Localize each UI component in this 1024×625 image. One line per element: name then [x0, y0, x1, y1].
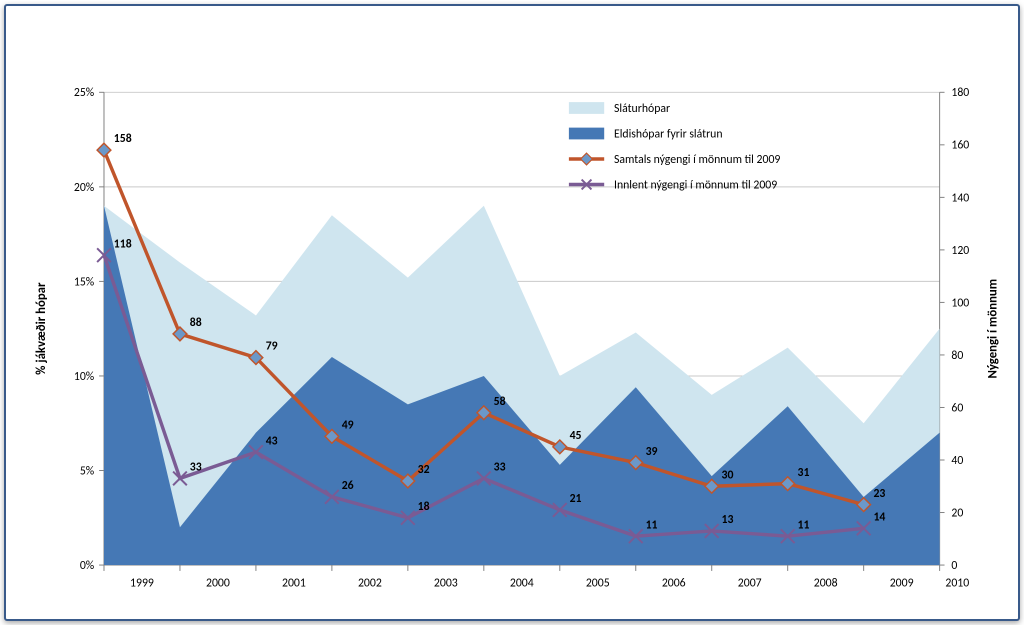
data-label: 18: [418, 500, 430, 514]
data-label: 30: [722, 468, 734, 482]
data-label: 21: [570, 492, 582, 506]
svg-text:180: 180: [951, 86, 969, 100]
svg-text:40: 40: [951, 454, 963, 468]
data-label: 118: [114, 237, 132, 251]
legend-label: Samtals nýgengi í mönnum til 2009: [614, 153, 780, 167]
svg-text:80: 80: [951, 349, 963, 363]
chart-card: 0% 5% 10% 15% 20% 25% 0 20 40 60 80 100 120 140 160 180…: [0, 0, 1024, 625]
y-right-label: Nýgengi í mönnum: [986, 279, 1001, 379]
svg-text:2007: 2007: [738, 577, 762, 591]
svg-text:2009: 2009: [890, 577, 914, 591]
svg-text:0%: 0%: [80, 559, 95, 573]
svg-text:2003: 2003: [434, 577, 458, 591]
data-label: 39: [646, 445, 658, 459]
svg-text:1999: 1999: [130, 577, 154, 591]
data-label: 32: [418, 463, 430, 477]
data-label: 58: [494, 395, 506, 409]
data-label: 31: [798, 466, 810, 480]
legend-label: Innlent nýgengi í mönnum til 2009: [614, 178, 777, 192]
svg-text:100: 100: [951, 296, 969, 310]
legend-swatch: [569, 128, 604, 140]
svg-text:160: 160: [951, 139, 969, 153]
data-label: 43: [266, 434, 278, 448]
svg-text:10%: 10%: [74, 370, 95, 384]
legend-swatch: [569, 102, 604, 114]
data-label: 14: [873, 510, 885, 524]
svg-text:20: 20: [951, 506, 963, 520]
svg-text:2002: 2002: [358, 577, 382, 591]
svg-text:2010: 2010: [945, 577, 969, 591]
svg-text:5%: 5%: [80, 464, 95, 478]
svg-text:2005: 2005: [586, 577, 610, 591]
svg-text:2006: 2006: [662, 577, 686, 591]
y-left-label: % jákvæðir hópar: [34, 282, 49, 375]
svg-text:25%: 25%: [74, 86, 95, 100]
data-label: 158: [114, 132, 132, 146]
data-label: 13: [722, 513, 734, 527]
data-label: 11: [646, 518, 658, 532]
data-label: 33: [494, 461, 506, 475]
svg-text:15%: 15%: [74, 275, 95, 289]
data-label: 33: [190, 461, 202, 475]
chart-frame: 0% 5% 10% 15% 20% 25% 0 20 40 60 80 100 120 140 160 180…: [4, 4, 1020, 621]
svg-text:20%: 20%: [74, 181, 95, 195]
svg-text:2000: 2000: [206, 577, 230, 591]
data-label: 49: [342, 419, 354, 433]
data-label: 11: [798, 518, 810, 532]
legend-label: Eldishópar fyrir slátrun: [614, 127, 723, 141]
chart-svg: 0% 5% 10% 15% 20% 25% 0 20 40 60 80 100 120 140 160 180…: [6, 6, 1018, 619]
svg-text:2001: 2001: [282, 577, 306, 591]
svg-text:2004: 2004: [510, 577, 534, 591]
data-label: 79: [266, 340, 278, 354]
svg-text:120: 120: [951, 244, 969, 258]
svg-text:60: 60: [951, 401, 963, 415]
svg-text:2008: 2008: [814, 577, 838, 591]
svg-text:140: 140: [951, 191, 969, 205]
legend-label: Sláturhópar: [614, 102, 670, 116]
data-label: 23: [873, 487, 885, 501]
svg-text:0: 0: [951, 559, 957, 573]
data-label: 45: [570, 429, 582, 443]
data-label: 26: [342, 479, 354, 493]
data-label: 88: [190, 316, 202, 330]
